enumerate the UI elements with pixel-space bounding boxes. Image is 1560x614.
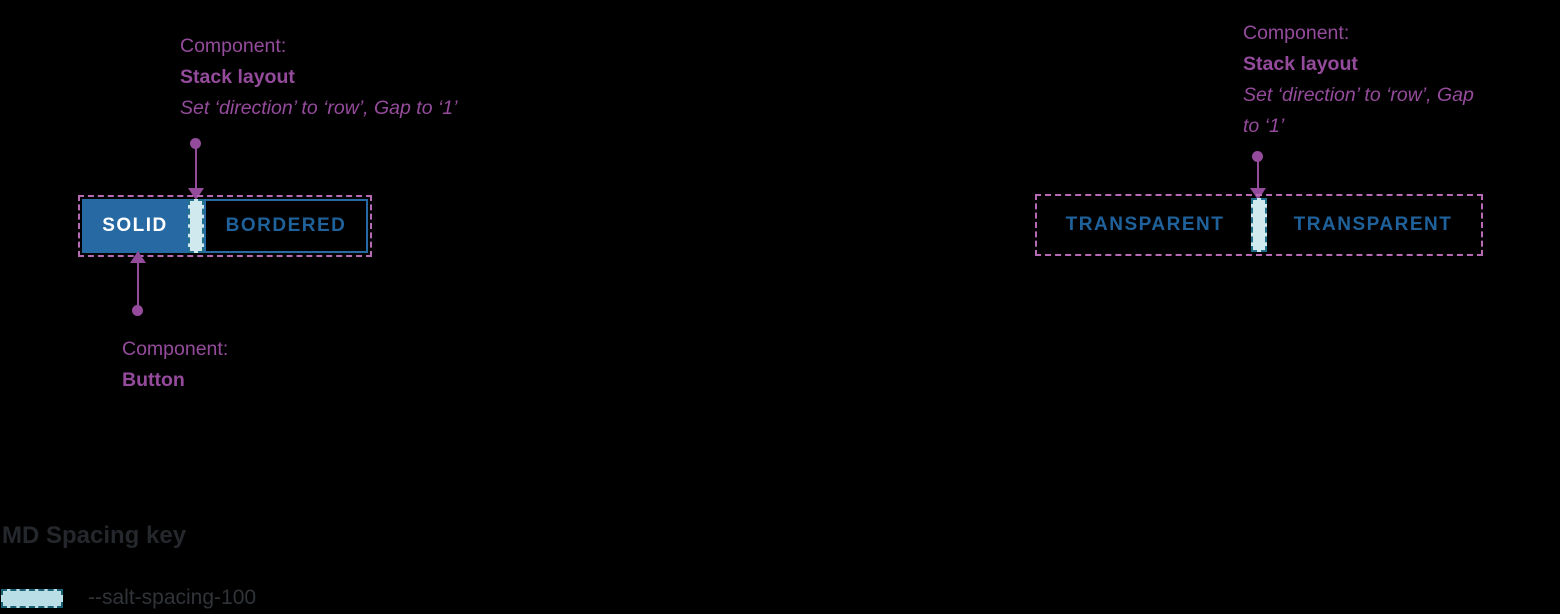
annotation-prefix: Component:: [1243, 22, 1350, 44]
spacing-gap-strip: [188, 199, 204, 253]
spacing-key-item: --salt-spacing-100: [1, 586, 256, 610]
annotation-note: to ‘1’: [1243, 115, 1285, 137]
arrowhead-down-icon: [188, 188, 204, 200]
transparent-button-right[interactable]: TRANSPARENT: [1293, 214, 1453, 235]
bordered-button[interactable]: BORDERED: [204, 199, 368, 253]
annotation-note: Set ‘direction’ to ‘row’, Gap to ‘1’: [180, 97, 458, 119]
spacing-token-label: --salt-spacing-100: [88, 586, 257, 609]
stack-layout-group-left: SOLID BORDERED: [78, 195, 372, 257]
annotation-component-name: Button: [122, 369, 185, 391]
annotation-left-button: Component: Button: [122, 334, 228, 396]
spacing-gap-strip: [1251, 198, 1267, 252]
callout-dot: [1252, 151, 1263, 162]
solid-button[interactable]: SOLID: [82, 199, 188, 253]
transparent-button-left[interactable]: TRANSPARENT: [1065, 214, 1225, 235]
callout-line: [194, 148, 197, 189]
stack-layout-group-right: TRANSPARENT TRANSPARENT: [1035, 194, 1483, 256]
annotation-left-stack: Component: Stack layout Set ‘direction’ …: [180, 31, 457, 124]
annotation-component-name: Stack layout: [1243, 53, 1358, 75]
spacing-swatch: [1, 588, 63, 608]
arrowhead-up-icon: [130, 251, 146, 263]
annotation-prefix: Component:: [122, 338, 229, 360]
annotation-prefix: Component:: [180, 35, 287, 57]
annotation-note: Set ‘direction’ to ‘row’, Gap: [1243, 84, 1474, 106]
callout-dot: [190, 138, 201, 149]
callout-line: [1256, 160, 1259, 189]
callout-dot: [132, 305, 143, 316]
spacing-key-title: MD Spacing key: [2, 522, 187, 549]
annotation-right-stack: Component: Stack layout Set ‘direction’ …: [1243, 18, 1553, 142]
callout-line: [136, 262, 139, 307]
annotation-component-name: Stack layout: [180, 66, 295, 88]
